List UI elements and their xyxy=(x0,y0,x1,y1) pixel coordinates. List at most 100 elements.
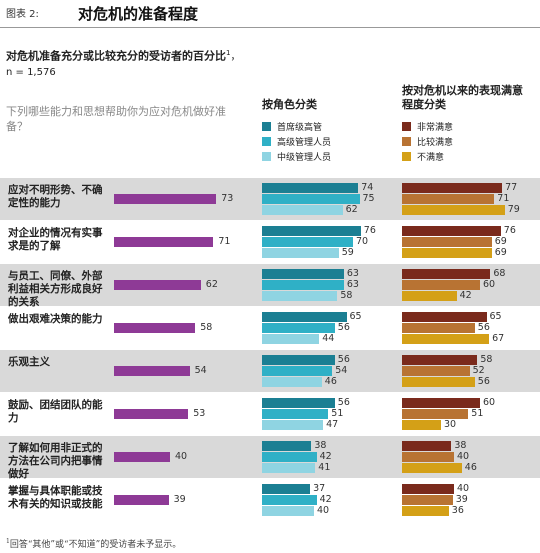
role-bar xyxy=(262,355,335,365)
role-bar xyxy=(262,377,322,387)
legend-label-unsatisfied: 不满意 xyxy=(417,153,445,163)
overall-value-label: 73 xyxy=(221,193,234,204)
satisfaction-bar xyxy=(402,183,503,193)
satisfaction-value-label: 51 xyxy=(471,408,484,419)
legend-label-very-satisfied: 非常满意 xyxy=(417,123,454,133)
row-divider xyxy=(0,521,540,522)
satisfaction-bar xyxy=(402,194,495,204)
role-value-label: 42 xyxy=(319,494,332,505)
footnote: 1回答“其他”或“不知道”的受访者未予显示。 xyxy=(6,537,181,550)
row-divider xyxy=(0,220,540,221)
role-bar xyxy=(262,312,347,322)
satisfaction-bar xyxy=(402,506,449,516)
satisfaction-value-label: 68 xyxy=(493,268,506,279)
role-bar xyxy=(262,183,359,193)
row-divider xyxy=(0,263,540,264)
satisfaction-bar xyxy=(402,323,475,333)
overall-bar xyxy=(114,366,190,376)
role-bar xyxy=(262,441,312,451)
overall-value-label: 53 xyxy=(193,408,206,419)
role-value-label: 65 xyxy=(349,311,362,322)
role-value-label: 74 xyxy=(361,182,374,193)
role-bar xyxy=(262,280,344,290)
satisfaction-value-label: 46 xyxy=(464,462,477,473)
satisfaction-bar xyxy=(402,280,480,290)
role-value-label: 62 xyxy=(345,204,358,215)
satisfaction-bar xyxy=(402,226,501,236)
satisfaction-bar xyxy=(402,409,469,419)
satisfaction-group-heading: 按对危机以来的表现满意程度分类 xyxy=(402,84,523,111)
overall-bar xyxy=(114,452,170,462)
overall-value-label: 58 xyxy=(200,322,213,333)
satisfaction-bar xyxy=(402,269,491,279)
role-bar xyxy=(262,248,339,258)
satisfaction-bar xyxy=(402,420,441,430)
satisfaction-bar xyxy=(402,312,487,322)
role-bar xyxy=(262,409,329,419)
overall-bar xyxy=(114,280,201,290)
legend-label-senior: 高级管理人员 xyxy=(277,138,332,148)
role-value-label: 63 xyxy=(346,279,359,290)
role-value-label: 51 xyxy=(331,408,344,419)
role-bar xyxy=(262,420,324,430)
role-value-label: 42 xyxy=(319,451,332,462)
category-label: 乐观主义 xyxy=(8,356,50,368)
satisfaction-value-label: 76 xyxy=(503,225,516,236)
satisfaction-value-label: 79 xyxy=(507,204,520,215)
satisfaction-value-label: 69 xyxy=(494,236,507,247)
row-divider xyxy=(0,392,540,393)
chart-subtitle: 对危机准备充分或比较充分的受访者的百分比1，n = 1,576 xyxy=(6,46,241,80)
role-group-heading: 按角色分类 xyxy=(262,98,317,111)
satisfaction-bar xyxy=(402,398,480,408)
role-bar xyxy=(262,291,338,301)
role-bar xyxy=(262,495,317,505)
satisfaction-bar xyxy=(402,237,492,247)
satisfaction-bar xyxy=(402,463,462,473)
subtitle-footnote-mark: 1 xyxy=(226,49,231,57)
footnote-mark: 1 xyxy=(6,538,10,545)
satisfaction-value-label: 56 xyxy=(477,376,490,387)
legend-swatch-somewhat-satisfied xyxy=(402,137,411,146)
satisfaction-bar xyxy=(402,334,490,344)
footnote-text: 回答“其他”或“不知道”的受访者未予显示。 xyxy=(9,540,182,550)
legend-label-somewhat-satisfied: 比较满意 xyxy=(417,138,454,148)
overall-bar xyxy=(114,237,214,247)
role-bar xyxy=(262,194,360,204)
category-label: 做出艰难决策的能力 xyxy=(8,313,103,325)
overall-value-label: 39 xyxy=(173,494,186,505)
satisfaction-value-label: 71 xyxy=(497,193,510,204)
role-value-label: 40 xyxy=(317,505,330,516)
satisfaction-value-label: 69 xyxy=(494,247,507,258)
satisfaction-value-label: 56 xyxy=(477,322,490,333)
satisfaction-value-label: 40 xyxy=(457,483,470,494)
survey-question: 下列哪些能力和思想帮助你为应对危机做好准备？ xyxy=(6,105,226,133)
overall-value-label: 71 xyxy=(218,236,231,247)
role-value-label: 54 xyxy=(335,365,348,376)
row-divider xyxy=(0,349,540,350)
role-value-label: 46 xyxy=(324,376,337,387)
satisfaction-bar xyxy=(402,355,478,365)
overall-value-label: 54 xyxy=(194,365,207,376)
category-label: 对企业的情况有实事求是的了解 xyxy=(8,227,103,252)
role-bar xyxy=(262,226,361,236)
role-value-label: 37 xyxy=(313,483,326,494)
role-value-label: 47 xyxy=(326,419,339,430)
category-label: 应对不明形势、不确定性的能力 xyxy=(8,184,103,209)
overall-bar xyxy=(114,495,169,505)
subtitle-main: 对危机准备充分或比较充分的受访者的百分比 xyxy=(6,49,226,63)
category-label: 了解如何用非正式的方法在公司内把事情做好 xyxy=(8,442,103,480)
exhibit-label: 图表 2: xyxy=(6,9,39,20)
overall-value-label: 40 xyxy=(175,451,188,462)
role-value-label: 41 xyxy=(318,462,331,473)
category-label: 鼓励、团结团队的能力 xyxy=(8,399,103,424)
title-divider xyxy=(0,27,540,28)
satisfaction-bar xyxy=(402,248,492,258)
satisfaction-bar xyxy=(402,366,470,376)
category-label: 与员工、同僚、外部利益相关方形成良好的关系 xyxy=(8,270,103,308)
role-value-label: 38 xyxy=(314,440,327,451)
legend-swatch-unsatisfied xyxy=(402,152,411,161)
role-bar xyxy=(262,323,335,333)
role-bar xyxy=(262,452,317,462)
legend-swatch-senior xyxy=(262,137,271,146)
role-bar xyxy=(262,463,316,473)
